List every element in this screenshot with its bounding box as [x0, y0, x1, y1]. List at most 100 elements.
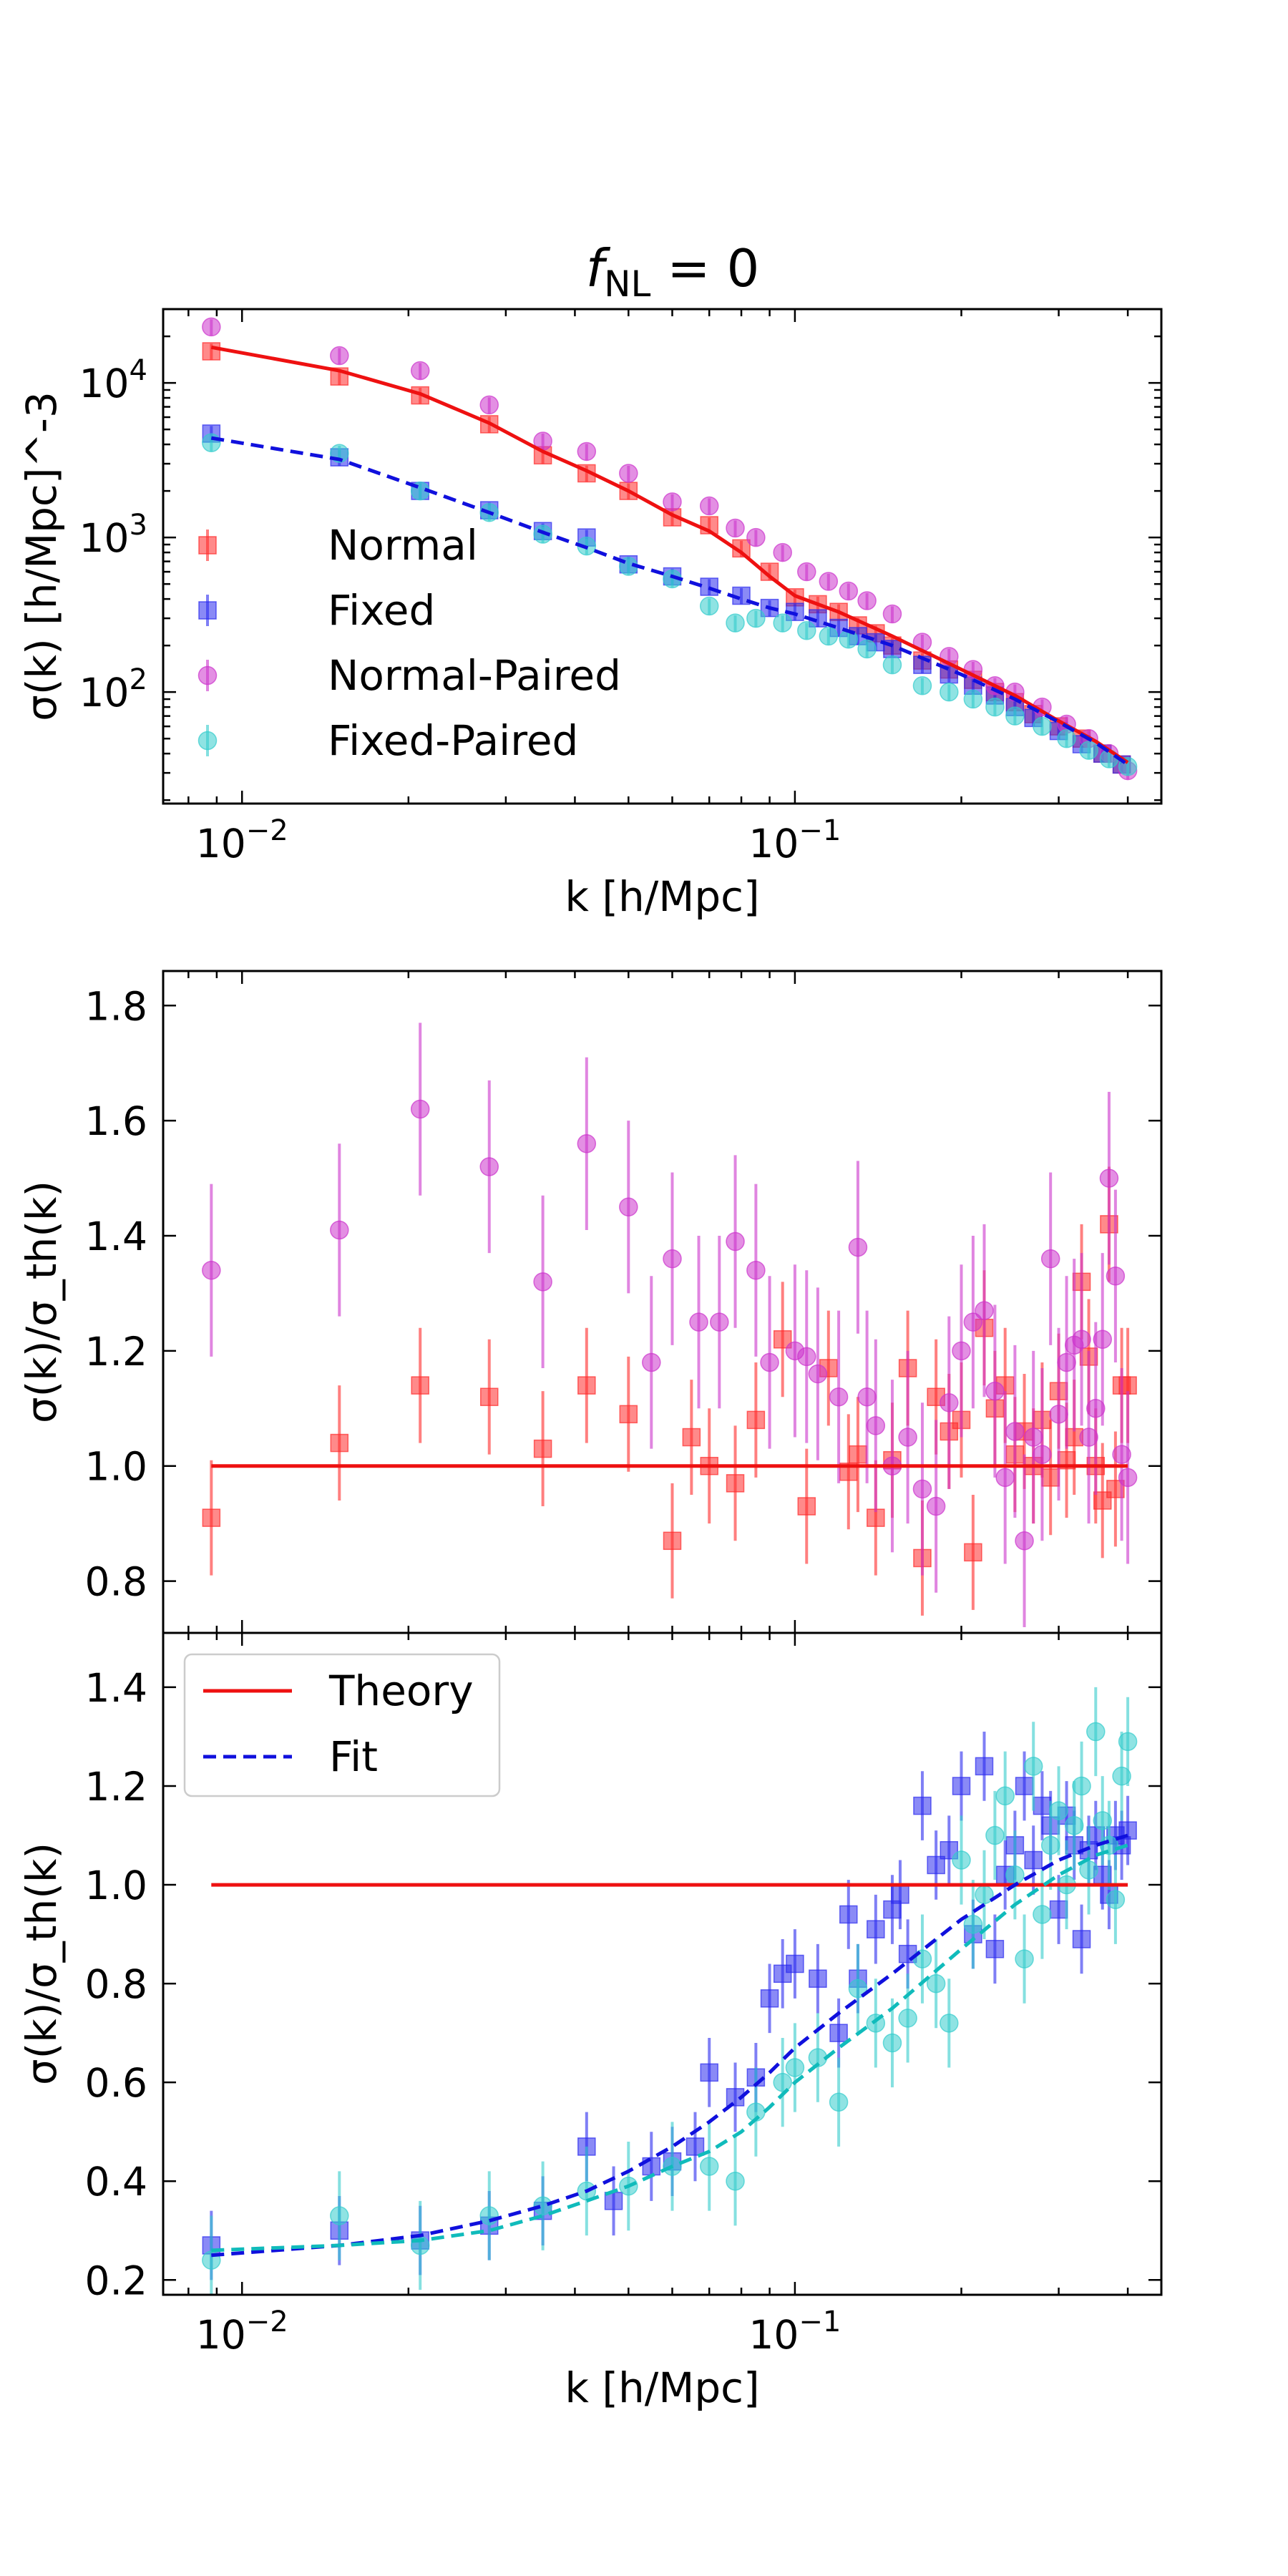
- data-point: [619, 1405, 638, 1424]
- y-axis-label: σ(k)/σ_th(k): [17, 1181, 66, 1423]
- data-point: [857, 591, 877, 610]
- data-point: [773, 613, 792, 633]
- data-point: [926, 1974, 946, 1994]
- data-point: [619, 1197, 638, 1217]
- data-point: [1049, 1801, 1068, 1820]
- data-point: [995, 1786, 1015, 1806]
- data-point: [1106, 1267, 1126, 1286]
- data-point: [577, 441, 597, 462]
- x-tick-label-base: 10: [748, 2312, 799, 2358]
- data-point: [898, 1428, 917, 1447]
- data-point: [411, 1376, 429, 1395]
- y-tick-label: 1.4: [85, 1214, 147, 1259]
- data-point: [1015, 1777, 1034, 1795]
- plot-frame: [162, 308, 1163, 805]
- data-point: [1033, 1905, 1052, 1924]
- data-point: [1015, 1949, 1034, 1968]
- legend: Theory Fit: [183, 1653, 501, 1797]
- data-point: [963, 1312, 983, 1332]
- data-point: [663, 1531, 682, 1551]
- data-point: [1112, 1766, 1131, 1786]
- data-point: [952, 1850, 971, 1870]
- data-point: [202, 1261, 221, 1280]
- x-tick-label-exponent: −2: [246, 2306, 288, 2338]
- line-fit: [211, 1833, 1128, 2258]
- data-point: [1079, 1860, 1098, 1880]
- data-point: [1118, 1468, 1138, 1488]
- data-point: [866, 1416, 886, 1435]
- data-point: [410, 361, 430, 381]
- data-point: [577, 1376, 596, 1395]
- data-point: [1118, 1732, 1138, 1752]
- data-point: [1049, 1405, 1068, 1424]
- line-fixed-fit: [210, 436, 1129, 766]
- data-point: [1112, 1445, 1131, 1464]
- x-axis-label: k [h/Mpc]: [565, 872, 759, 921]
- legend-label: Normal: [328, 521, 478, 570]
- data-point: [963, 1915, 983, 1934]
- data-point: [1072, 1776, 1091, 1796]
- data-point: [533, 1272, 552, 1292]
- legend-label: Theory: [328, 1667, 474, 1715]
- data-point: [773, 542, 792, 562]
- legend-marker: [197, 731, 218, 751]
- data-point: [577, 1134, 597, 1153]
- data-point: [940, 2014, 959, 2033]
- data-point: [746, 1261, 766, 1280]
- data-point: [1040, 1249, 1060, 1269]
- data-point: [689, 1312, 708, 1332]
- data-point: [1106, 1890, 1126, 1910]
- data-point: [819, 626, 839, 646]
- data-point: [1049, 1900, 1068, 1919]
- data-point: [797, 562, 816, 582]
- data-point: [1033, 1796, 1052, 1815]
- data-point: [1005, 1865, 1025, 1885]
- data-point: [786, 1954, 804, 1974]
- data-point: [1086, 1399, 1106, 1418]
- data-point: [1033, 1445, 1052, 1464]
- data-point: [479, 395, 499, 415]
- line-fit-paired: [211, 1843, 1128, 2253]
- data-point: [1093, 1811, 1112, 1830]
- y-tick-label: 1.8: [85, 983, 147, 1029]
- data-point: [809, 1969, 827, 1988]
- data-point: [479, 1387, 499, 1406]
- y-axis-label: σ(k) [h/Mpc]^-3: [17, 391, 66, 721]
- data-point: [797, 1497, 816, 1516]
- y-tick-label-base: 10: [79, 361, 130, 406]
- y-tick-label: 103: [79, 509, 147, 561]
- legend-marker: [198, 536, 217, 555]
- data-point: [985, 1940, 1005, 1958]
- data-point: [1040, 1835, 1060, 1855]
- data-point: [1024, 1850, 1043, 1870]
- x-tick-label: 10−1: [748, 2306, 841, 2358]
- data-point: [663, 1249, 682, 1269]
- data-point: [963, 689, 983, 709]
- data-point: [964, 1543, 982, 1562]
- data-point: [985, 1825, 1005, 1845]
- data-point: [819, 572, 839, 591]
- x-tick-label: 10−2: [196, 2306, 288, 2358]
- data-point: [700, 2063, 718, 2082]
- x-tick-label: 10−1: [748, 814, 841, 867]
- data-point: [330, 1433, 349, 1453]
- data-point: [686, 2137, 705, 2156]
- data-point: [940, 1840, 959, 1860]
- data-point: [940, 1393, 959, 1413]
- data-point: [760, 1989, 779, 2008]
- y-tick-label: 0.8: [85, 1961, 147, 2007]
- data-point: [1057, 728, 1076, 748]
- data-point: [912, 675, 932, 696]
- data-point: [746, 527, 766, 547]
- data-point: [1093, 1330, 1112, 1350]
- data-point: [760, 1352, 779, 1372]
- data-point: [202, 342, 221, 361]
- data-point: [839, 581, 859, 601]
- data-point: [1023, 1757, 1043, 1776]
- x-tick-label-base: 10: [196, 2312, 246, 2358]
- legend-label: Fit: [329, 1732, 378, 1781]
- data-point: [1072, 1330, 1091, 1350]
- data-point: [785, 2058, 805, 2077]
